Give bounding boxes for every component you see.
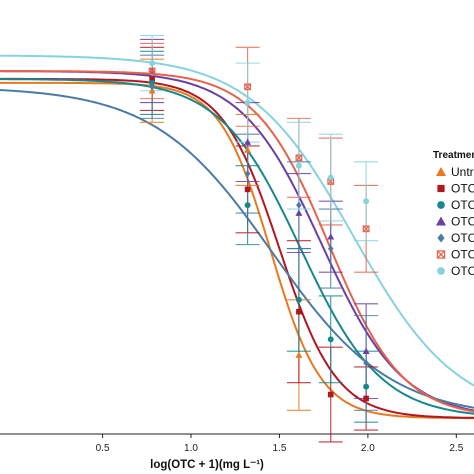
data-point [295, 296, 302, 303]
legend-key [436, 167, 446, 176]
x-tick-label: 2.5 [449, 443, 463, 454]
fitted-curves [0, 54, 474, 420]
legend-key [437, 184, 445, 193]
x-tick-label: 1.0 [184, 443, 198, 454]
legend-key [436, 250, 446, 259]
data-point [327, 174, 334, 181]
data-point [244, 170, 251, 178]
data-point [295, 209, 303, 216]
fitted-curve [0, 81, 474, 420]
legend-key [437, 267, 445, 275]
data-point [295, 351, 303, 358]
data-point [362, 347, 370, 354]
legend: Treatmen Untre OTC OTC OTC OTC OTC OTC [433, 150, 474, 278]
data-point [363, 383, 370, 390]
data-point [363, 359, 369, 367]
x-axis-ticks: 0.5 1.0 1.5 2.0 2.5 [96, 434, 464, 454]
legend-label: OTC [451, 198, 474, 212]
legend-title: Treatmen [433, 150, 474, 161]
data-point [244, 138, 252, 145]
data-point [327, 336, 334, 343]
legend-label: OTC [451, 231, 474, 245]
fitted-curve [0, 77, 474, 419]
data-point [327, 233, 335, 240]
data-point [149, 83, 155, 91]
data-points [148, 60, 370, 402]
data-point [149, 76, 155, 82]
data-point [327, 391, 334, 398]
data-point [148, 87, 156, 94]
data-point [363, 198, 370, 205]
x-tick-label: 1.5 [272, 443, 286, 454]
legend-label: OTC [451, 264, 474, 278]
x-tick-label: 2.0 [361, 443, 375, 454]
data-point [362, 225, 370, 233]
legend-label: OTC [451, 215, 474, 229]
fitted-curve [0, 70, 474, 413]
data-point [327, 245, 334, 253]
legend-label: Untre [451, 165, 474, 179]
x-tick-label: 0.5 [96, 443, 110, 454]
fitted-curve [0, 54, 474, 387]
legend-label: OTC [451, 248, 474, 262]
legend-key [437, 201, 445, 209]
data-point [244, 146, 252, 153]
data-point [244, 99, 251, 106]
data-point [244, 186, 251, 193]
data-point [149, 79, 156, 86]
fitted-curve [0, 89, 474, 409]
data-point [244, 202, 251, 209]
fitted-curve [0, 78, 474, 415]
data-point [295, 162, 302, 169]
x-axis-title: log(OTC + 1)(mg L⁻¹) [150, 459, 264, 471]
data-point [148, 67, 156, 75]
error-bars [140, 34, 379, 443]
data-point [363, 395, 369, 402]
data-point [149, 60, 156, 67]
legend-label: OTC [451, 182, 474, 196]
data-point [244, 83, 252, 91]
fitted-curve [0, 70, 474, 412]
legend-key [437, 233, 445, 243]
data-point [296, 308, 302, 315]
data-point [295, 154, 303, 162]
data-point [296, 201, 302, 209]
legend-key [436, 216, 446, 226]
